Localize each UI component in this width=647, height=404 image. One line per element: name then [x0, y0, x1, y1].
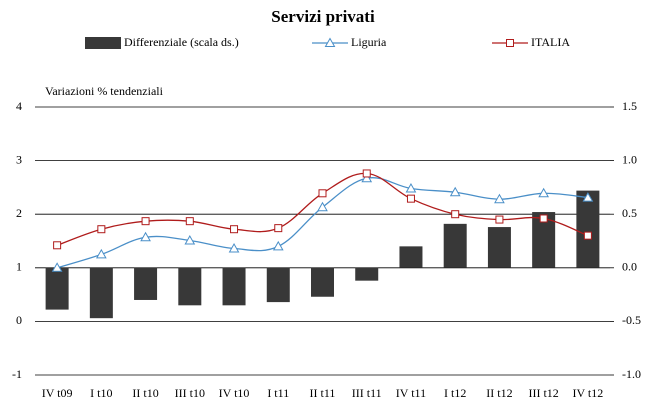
bar — [576, 190, 600, 268]
point — [97, 225, 106, 234]
legend-label: ITALIA — [531, 35, 570, 49]
point — [318, 189, 327, 198]
x-tick-label: I t10 — [90, 386, 112, 400]
y-tick-label: 1 — [16, 260, 22, 274]
point — [228, 242, 240, 253]
x-tick-label: IV t09 — [42, 386, 73, 400]
point — [274, 224, 283, 233]
point — [185, 217, 194, 226]
point — [451, 210, 460, 219]
bar — [443, 223, 467, 268]
point — [449, 186, 461, 197]
point — [362, 169, 371, 178]
x-tick-label: II t10 — [132, 386, 158, 400]
point — [539, 214, 548, 223]
legend-marker — [324, 37, 336, 47]
x-tick-label: III t11 — [352, 386, 382, 400]
y2-tick-label: 0.5 — [622, 206, 637, 220]
point — [95, 248, 107, 259]
x-tick-label: II t12 — [486, 386, 512, 400]
y-tick-label: 2 — [16, 206, 22, 220]
bar — [355, 267, 379, 281]
chart-title: Servizi privati — [271, 7, 375, 26]
x-tick-label: I t12 — [444, 386, 466, 400]
y-tick-label: -1 — [12, 367, 22, 381]
legend-label: Differenziale (scala ds.) — [124, 35, 239, 49]
point — [51, 262, 63, 272]
y2-tick-label: -1.0 — [622, 367, 641, 381]
x-tick-label: III t10 — [175, 386, 205, 400]
bar — [134, 267, 158, 300]
bar — [311, 267, 334, 297]
x-tick-label: II t11 — [310, 386, 336, 400]
point — [317, 201, 328, 212]
point — [184, 234, 196, 245]
y-tick-label: 0 — [16, 313, 22, 327]
point — [361, 172, 373, 183]
bar — [45, 267, 69, 310]
point — [583, 231, 592, 240]
point — [140, 231, 151, 242]
y-tick-label: 3 — [16, 152, 22, 166]
point — [141, 217, 150, 226]
point — [272, 240, 284, 251]
point — [406, 194, 415, 203]
y2-tick-label: -0.5 — [622, 313, 641, 327]
point — [582, 192, 594, 202]
point — [495, 215, 504, 224]
point — [53, 241, 62, 250]
y2-tick-label: 1.5 — [622, 99, 637, 113]
legend-label: Liguria — [351, 35, 387, 49]
x-tick-label: IV t11 — [396, 386, 426, 400]
x-tick-label: IV t10 — [219, 386, 250, 400]
annotation: Variazioni % tendenziali — [45, 84, 164, 98]
legend-marker — [506, 39, 514, 47]
bar — [487, 227, 511, 268]
x-tick-label: III t12 — [528, 386, 558, 400]
y2-tick-label: 0.0 — [622, 260, 637, 274]
x-tick-label: I t11 — [267, 386, 289, 400]
legend-swatch — [85, 37, 121, 49]
x-tick-label: IV t12 — [572, 386, 603, 400]
point — [538, 187, 550, 198]
point — [405, 182, 417, 193]
bar — [266, 267, 290, 303]
y2-tick-label: 1.0 — [622, 152, 637, 166]
bar — [89, 267, 113, 319]
point — [230, 225, 239, 234]
point — [494, 193, 505, 204]
y-tick-label: 4 — [16, 99, 22, 113]
bar — [532, 212, 556, 268]
bar — [178, 267, 202, 306]
bar — [222, 267, 246, 306]
bar — [399, 246, 423, 268]
